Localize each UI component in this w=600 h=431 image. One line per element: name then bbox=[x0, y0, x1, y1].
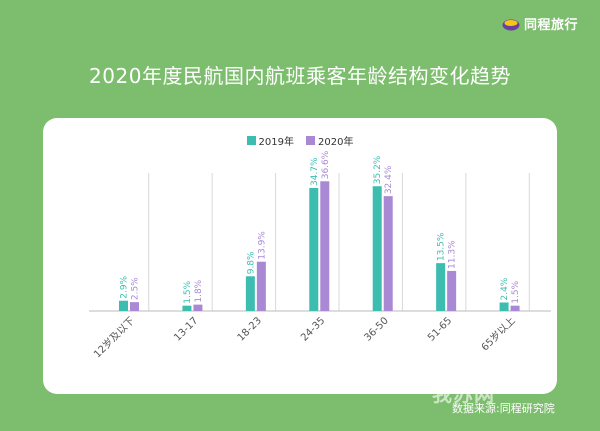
data-label-2020-6: 1.5% bbox=[511, 280, 521, 303]
watermark: 我苏网 bbox=[432, 382, 495, 406]
data-label-2020-4: 32.4% bbox=[384, 165, 394, 194]
data-label-2019-5: 13.5% bbox=[437, 232, 447, 261]
bar-2020-6 bbox=[510, 305, 520, 311]
legend-label-2019: 2019年 bbox=[258, 137, 294, 148]
data-label-2020-5: 11.3% bbox=[448, 240, 458, 269]
data-label-2019-1: 1.5% bbox=[183, 280, 193, 303]
category-label-4: 36-50 bbox=[363, 315, 391, 343]
category-label-2: 18-23 bbox=[236, 315, 264, 343]
data-label-2019-2: 9.8% bbox=[246, 251, 256, 274]
data-label-2019-3: 34.7% bbox=[310, 157, 320, 186]
bar-2019-0 bbox=[119, 300, 128, 311]
data-label-2019-0: 2.9% bbox=[120, 275, 130, 298]
bar-2019-2 bbox=[245, 276, 255, 311]
category-label-5: 51-65 bbox=[426, 315, 454, 343]
data-label-2020-1: 1.8% bbox=[194, 279, 204, 302]
brand-logo: 同程旅行 bbox=[502, 14, 578, 33]
legend-swatch-2020 bbox=[306, 136, 315, 145]
legend-swatch-2019 bbox=[246, 136, 256, 145]
chart-card: 2019年 2020年 2.9% 2.5% 12岁及以下 1.5% 1.8% 13-17 9… bbox=[43, 118, 557, 394]
bar-2020-5 bbox=[447, 270, 457, 311]
bar-2020-1 bbox=[193, 304, 203, 311]
data-label-2020-0: 2.5% bbox=[131, 277, 141, 300]
bar-2019-6 bbox=[499, 302, 509, 311]
category-label-3: 24-35 bbox=[299, 315, 327, 343]
category-label-0: 12岁及以下 bbox=[91, 314, 137, 360]
brand-name: 同程旅行 bbox=[523, 18, 578, 33]
data-source: 数据来源:同程研究院 bbox=[452, 402, 555, 415]
category-label-1: 13-17 bbox=[172, 315, 200, 343]
bar-2019-4 bbox=[372, 186, 382, 311]
bar-2020-2 bbox=[256, 261, 266, 311]
data-label-2020-2: 13.9% bbox=[257, 231, 267, 260]
data-label-2019-4: 35.2% bbox=[373, 155, 383, 184]
bar-2019-3 bbox=[309, 188, 319, 311]
legend-item-2020: 2020年 bbox=[306, 133, 353, 148]
data-label-2019-6: 2.4% bbox=[500, 277, 510, 300]
tongcheng-logo-icon bbox=[502, 19, 520, 30]
bar-2019-5 bbox=[436, 263, 446, 311]
bar-2020-0 bbox=[130, 302, 139, 311]
bar-2020-3 bbox=[320, 181, 330, 311]
legend-item-2019: 2019年 bbox=[246, 133, 294, 148]
bar-2020-4 bbox=[383, 196, 393, 311]
category-label-6: 65岁以上 bbox=[478, 314, 517, 353]
legend-label-2020: 2020年 bbox=[318, 137, 354, 148]
chart-legend: 2019年 2020年 bbox=[43, 133, 557, 148]
page-title: 2020年度民航国内航班乘客年龄结构变化趋势 bbox=[89, 64, 511, 88]
data-label-2020-3: 36.6% bbox=[321, 150, 331, 179]
bar-2019-1 bbox=[182, 305, 192, 311]
